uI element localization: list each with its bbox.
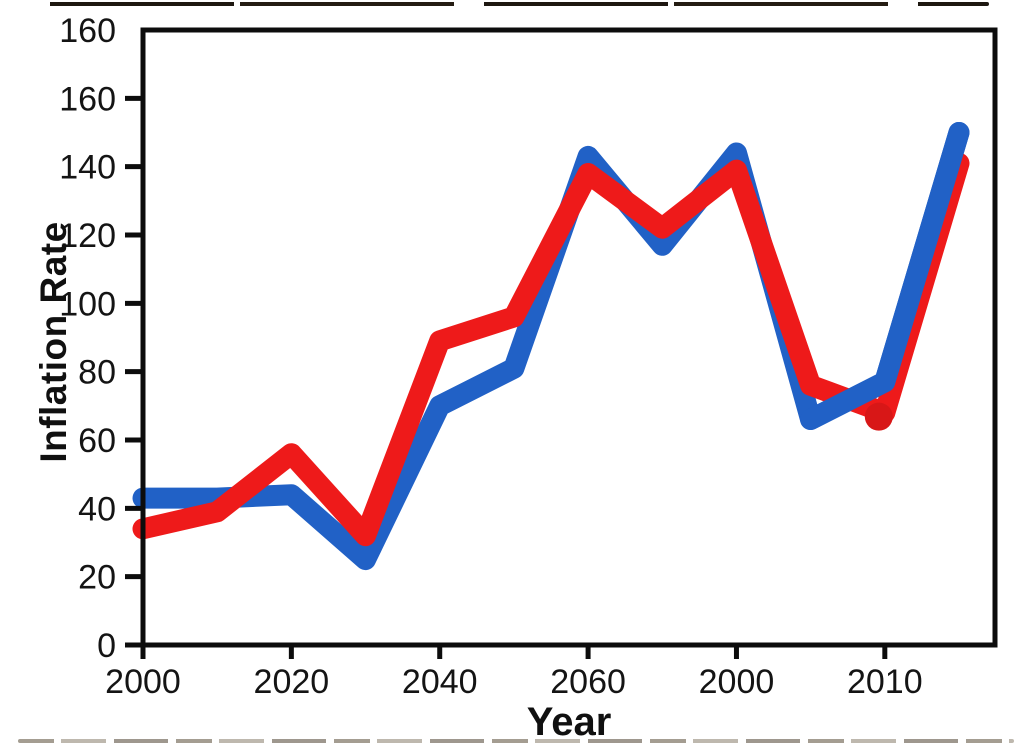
x-tick-label: 2020 <box>254 663 330 701</box>
blue-line <box>132 122 970 571</box>
red-line <box>132 152 970 547</box>
y-tick-label: 20 <box>78 559 116 597</box>
y-tick-label: 100 <box>59 285 116 323</box>
x-axis-title: Year <box>526 700 612 744</box>
y-tick-label: 60 <box>78 422 116 460</box>
y-tick-label: 160 <box>59 80 116 118</box>
y-tick-label: 120 <box>59 217 116 255</box>
x-tick-label: 2040 <box>402 663 478 701</box>
x-tick-label: 2000 <box>699 663 775 701</box>
y-tick-label-stray: 160 <box>59 12 116 50</box>
x-tick-label: 2060 <box>550 663 626 701</box>
x-tick-label: 2000 <box>105 663 181 701</box>
plot-frame <box>140 27 998 648</box>
red-endpoint-dot <box>864 402 893 431</box>
y-tick-label: 40 <box>78 490 116 528</box>
x-tick-label: 2010 <box>847 663 923 701</box>
y-tick-label: 140 <box>59 149 116 187</box>
y-tick-label: 80 <box>78 354 116 392</box>
y-tick-label: 0 <box>97 627 116 665</box>
y-axis-title: Inflation Rate <box>33 221 74 463</box>
blue-line-overlay <box>800 122 970 430</box>
